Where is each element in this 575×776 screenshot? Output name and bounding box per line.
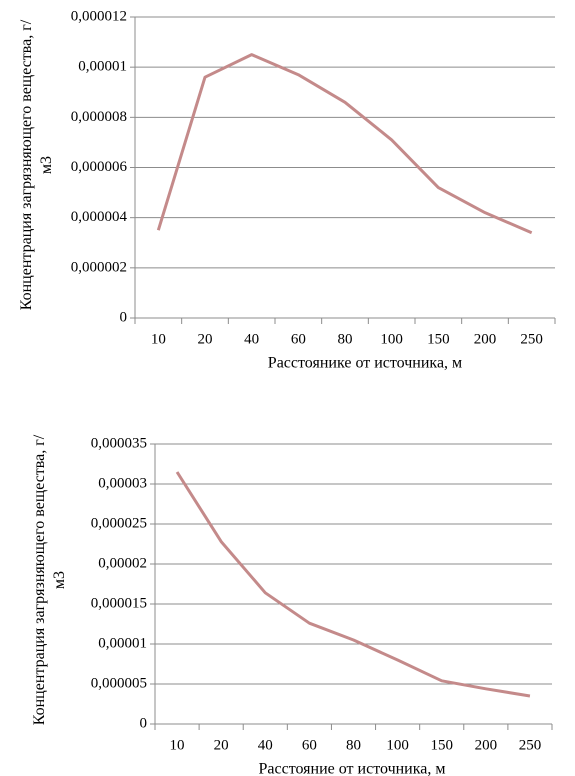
y-tick-label: 0,000015 <box>91 595 147 611</box>
y-tick-label: 0,000005 <box>91 675 147 691</box>
x-tick-label: 250 <box>520 331 543 347</box>
x-tick-label: 40 <box>244 331 259 347</box>
y-tick-label: 0,000035 <box>91 435 147 451</box>
y-tick-label: 0 <box>140 715 148 731</box>
x-axis-label: Расстоянике от источника, м <box>268 355 462 372</box>
x-tick-label: 40 <box>258 737 273 753</box>
y-tick-label: 0,000012 <box>71 8 127 24</box>
x-tick-label: 200 <box>474 331 497 347</box>
y-tick-label: 0,000008 <box>71 109 127 125</box>
x-tick-label: 150 <box>427 331 450 347</box>
y-tick-label: 0,000006 <box>71 159 128 175</box>
y-tick-label: 0,00001 <box>78 59 127 75</box>
x-tick-label: 20 <box>198 331 213 347</box>
data-line <box>156 53 533 235</box>
y-tick-label: 0,000025 <box>91 515 147 531</box>
y-tick-label: 0,000002 <box>71 259 127 275</box>
x-axis-label: Расстояние от источника, м <box>258 761 445 776</box>
y-tick-label: 0 <box>120 309 128 325</box>
y-tick-label: 0,00001 <box>98 635 147 651</box>
x-tick-label: 150 <box>430 737 453 753</box>
y-axis-label: Концентрация загрязняющего вещества, г/м… <box>31 434 68 726</box>
x-tick-label: 100 <box>380 331 403 347</box>
x-tick-label: 10 <box>170 737 185 753</box>
x-tick-label: 10 <box>151 331 166 347</box>
x-tick-label: 60 <box>302 737 317 753</box>
x-tick-label: 100 <box>386 737 409 753</box>
x-tick-label: 80 <box>338 331 353 347</box>
x-tick-label: 250 <box>519 737 542 753</box>
y-tick-label: 0,00002 <box>98 555 147 571</box>
y-tick-label: 0,00003 <box>98 475 147 491</box>
x-tick-label: 20 <box>214 737 229 753</box>
data-line <box>175 471 531 698</box>
y-tick-label: 0,000004 <box>71 209 128 225</box>
x-tick-label: 200 <box>475 737 498 753</box>
x-tick-label: 80 <box>346 737 361 753</box>
y-axis-label: Концентрация загрязняющего вещества, г/м… <box>18 19 55 311</box>
x-tick-label: 60 <box>291 331 306 347</box>
